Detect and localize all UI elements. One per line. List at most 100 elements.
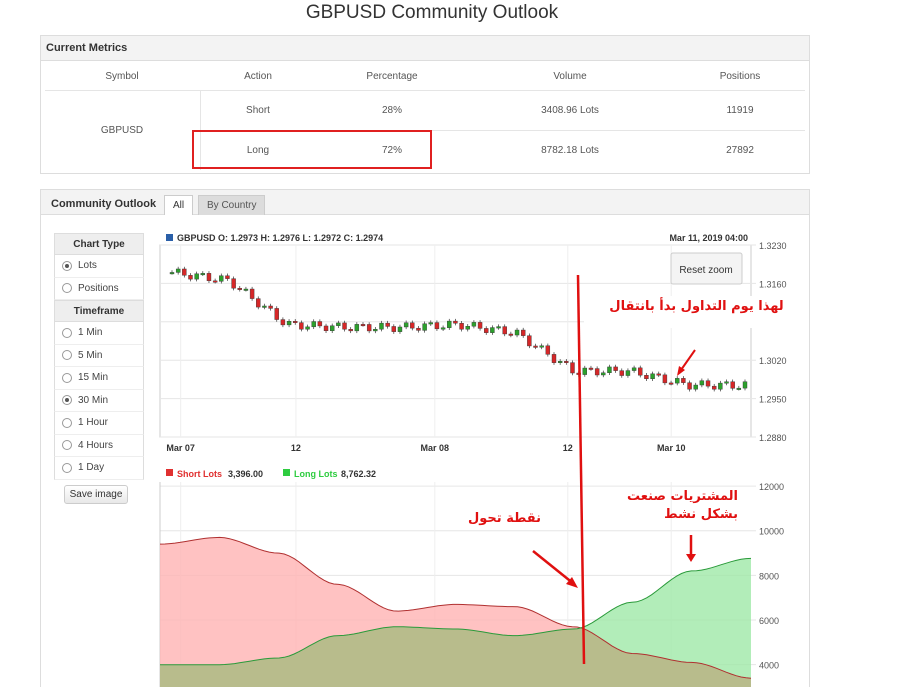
symbol-cell: GBPUSD [100,125,144,136]
price-candle [385,322,390,327]
price-candle [194,273,199,280]
price-candle [169,272,175,275]
radio-icon[interactable] [62,350,72,361]
current-metrics-header: Current Metrics [41,36,809,61]
radio-icon[interactable] [62,327,72,338]
option-label: 30 Min [78,394,109,406]
reset-zoom-label: Reset zoom [679,265,732,276]
reset-zoom-button[interactable]: Reset zoom [670,252,743,285]
option-label: 15 Min [78,372,109,384]
chart-type-group: Chart Type Lots Positions Timeframe 1 Mi… [54,233,144,480]
price-x-tick: Mar 07 [166,443,195,453]
price-candle [736,387,742,390]
option-label: Lots [78,260,97,272]
radio-icon[interactable] [62,417,72,428]
radio-selected-icon[interactable] [62,395,72,406]
price-x-axis: Mar 07 12 Mar 08 12 Mar 10 [166,443,685,453]
price-candle [675,378,680,384]
page-title: GBPUSD Community Outlook [305,2,559,23]
price-candle [311,321,316,328]
volume-y-tick: 4000 [759,661,779,671]
save-image-button[interactable]: Save image [64,485,128,504]
chart-type-label: Chart Type [54,233,144,255]
price-candle [730,381,735,389]
row-long-volume: 8782.18 Lots [541,145,599,156]
price-candle [724,381,729,384]
series-marker-icon [166,234,173,241]
price-candle [514,329,520,336]
price-candle [360,324,366,327]
price-candle [299,322,304,330]
short-lots-line [159,536,752,679]
tab-by-country[interactable]: By Country [198,195,266,215]
price-candle [391,326,397,332]
long-row-highlight [192,130,432,169]
price-candle [711,385,717,390]
price-candle [551,354,557,363]
price-candle [323,325,329,332]
price-candle [668,382,674,385]
radio-selected-icon[interactable] [62,260,72,271]
option-label: 4 Hours [78,439,114,451]
price-candle [564,361,569,363]
price-candle [527,335,532,347]
row-short-action: Short [246,105,270,116]
price-candle [268,305,273,309]
price-candle [607,366,612,374]
volume-y-tick: 8000 [759,571,779,581]
radio-icon[interactable] [62,462,72,473]
legend-short-value: 3,396.00 [228,469,263,479]
price-ohlc: O: 1.2973 H: 1.2976 L: 1.2972 C: 1.2974 [218,233,383,243]
price-candle [286,321,292,326]
long-lots-line [160,557,752,666]
price-x-tick: 12 [291,443,301,453]
price-candle [662,374,668,384]
price-candle [447,320,452,328]
price-candle [342,322,347,330]
timeframe-5min[interactable]: 5 Min [54,344,144,367]
legend-short-name[interactable]: Short Lots [177,469,222,479]
price-candle [539,345,544,348]
timeframe-1min[interactable]: 1 Min [54,322,144,345]
legend-long-name[interactable]: Long Lots [294,469,338,479]
overlap-area [160,626,751,687]
option-label: Positions [78,282,119,294]
col-header-percentage: Percentage [366,71,418,82]
price-candle [305,326,310,330]
price-candle [225,275,230,279]
price-candle [681,378,686,383]
price-candle [625,370,631,376]
timeframe-1day[interactable]: 1 Day [54,457,144,480]
volume-y-tick: 12000 [759,482,784,492]
price-candle [262,305,267,308]
turn-point-annotation: نقطة تحول [468,511,541,526]
timeframe-15min[interactable]: 15 Min [54,367,144,390]
chart-type-lots[interactable]: Lots [54,255,144,278]
price-candle [256,298,261,308]
radio-icon[interactable] [62,283,72,294]
price-candle [613,366,618,371]
price-candle [200,273,206,276]
turn-point-arrow-icon [532,550,575,585]
price-candle [231,278,236,289]
radio-icon[interactable] [62,440,72,451]
radio-icon[interactable] [62,372,72,383]
arrow-head-icon [677,366,685,376]
price-candle [459,323,464,330]
price-candle [182,268,187,276]
price-candle [212,280,218,283]
timeframe-1hour[interactable]: 1 Hour [54,412,144,435]
price-candle [243,288,249,291]
price-candle [453,320,458,324]
vertical-marker-line [576,274,586,665]
row-short-volume: 3408.96 Lots [541,105,599,116]
price-candle [582,367,588,375]
price-candle [397,326,403,332]
timeframe-4hours[interactable]: 4 Hours [54,434,144,457]
tab-all[interactable]: All [164,195,194,215]
annotation-marks [532,274,696,665]
price-candle [293,321,298,323]
chart-type-positions[interactable]: Positions [54,277,144,300]
timeframe-30min[interactable]: 30 Min [54,389,144,412]
